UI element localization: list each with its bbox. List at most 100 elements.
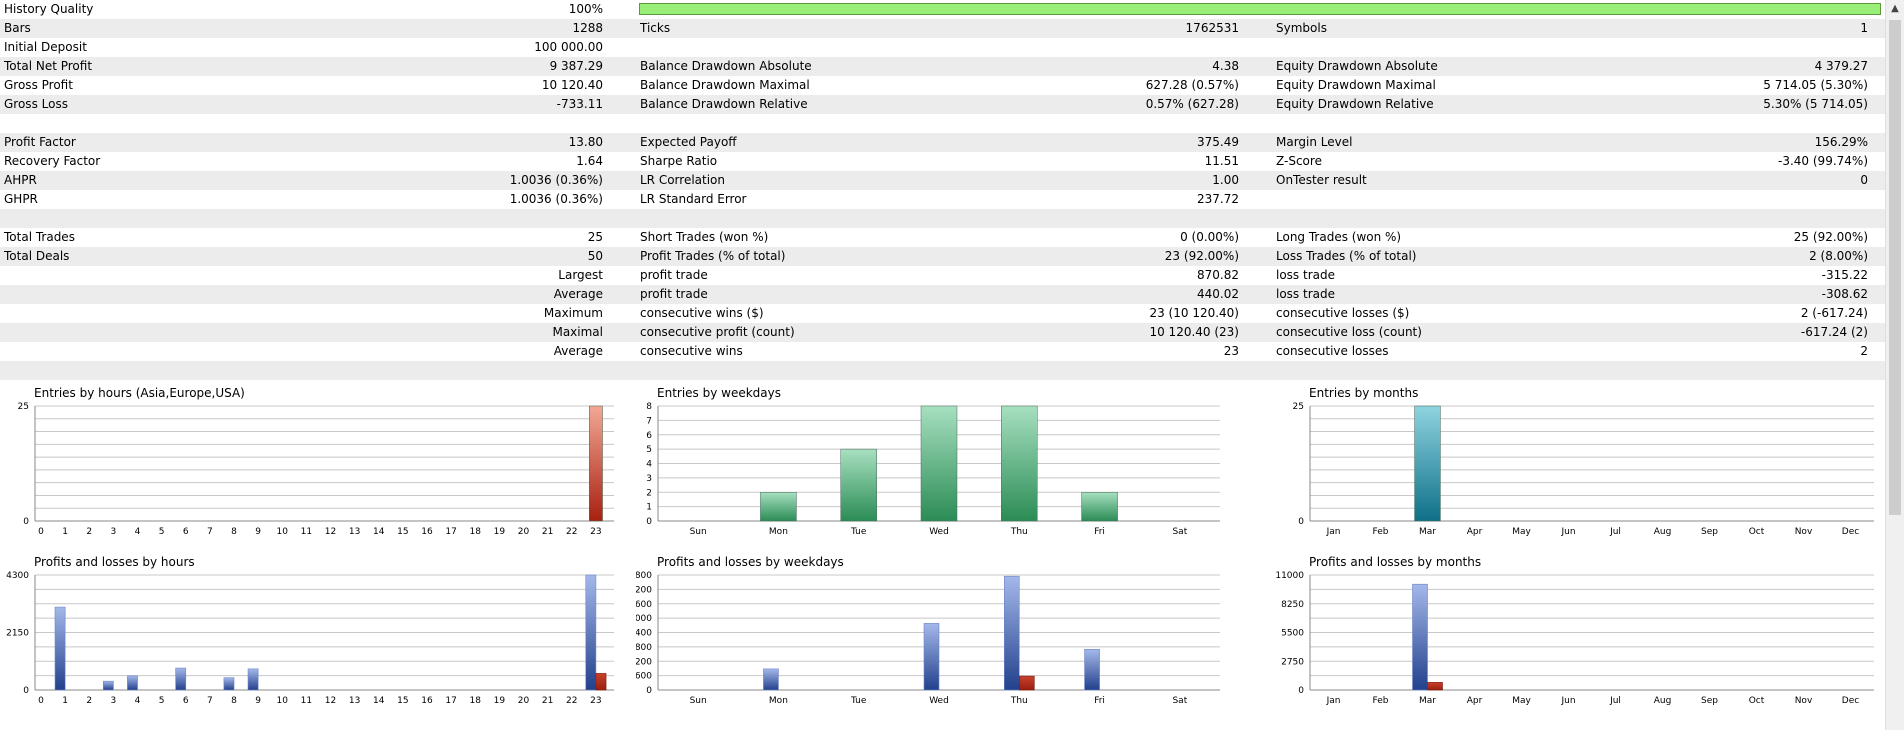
- stat-value-col3: 0: [1860, 173, 1868, 187]
- stats-row: Average consecutive wins 23 consecutive los…: [0, 342, 1885, 361]
- stats-row: Maximal consecutive profit (count) 10 120.…: [0, 323, 1885, 342]
- stat-label-col1: Profit Factor: [4, 135, 76, 149]
- chart-profits-losses-by-months: 11000 8250 5500 2750 0 Jan Feb Mar Apr May Jun Jul A…: [1272, 555, 1882, 730]
- stat-value-col2: 0 (0.00%): [1180, 230, 1239, 244]
- x-tick-label: 19: [494, 527, 506, 537]
- scroll-up-arrow-icon[interactable]: ▲: [1891, 3, 1899, 14]
- stat-value-col3: 4 379.27: [1814, 59, 1868, 73]
- stat-value-col1: Average: [553, 344, 603, 358]
- x-tick-label: Mar: [1419, 527, 1436, 537]
- profit-bar: [175, 667, 187, 691]
- stat-label-col2: profit trade: [640, 268, 708, 282]
- x-tick-label: 14: [373, 527, 385, 537]
- stat-label-col3: consecutive loss (count): [1276, 325, 1422, 339]
- x-tick-label: 17: [445, 527, 456, 537]
- x-tick-label: Wed: [929, 696, 949, 706]
- entry-bar: [1001, 405, 1038, 522]
- x-tick-label: 18: [470, 696, 482, 706]
- x-tick-label: Mon: [769, 696, 788, 706]
- stats-row: Profit Factor 13.80 Expected Payoff 375.49 M…: [0, 133, 1885, 152]
- stat-value-col1: 9 387.29: [549, 59, 603, 73]
- entry-bar: [840, 448, 877, 522]
- stats-row: [0, 114, 1885, 133]
- stat-value-col3: -617.24 (2): [1800, 325, 1868, 339]
- stat-label-col3: Margin Level: [1276, 135, 1353, 149]
- x-tick-label: 0: [38, 696, 44, 706]
- x-tick-label: 15: [397, 696, 408, 706]
- profit-bar: [247, 668, 259, 691]
- x-tick-label: Jun: [1560, 696, 1575, 706]
- stat-label-col3: Equity Drawdown Relative: [1276, 97, 1434, 111]
- x-tick-label: 1: [62, 527, 68, 537]
- stat-label-col2: Sharpe Ratio: [640, 154, 718, 168]
- stats-row: Average profit trade 440.02 loss trade -308.…: [0, 285, 1885, 304]
- x-tick-label: Feb: [1373, 527, 1389, 537]
- stat-label-col1: Gross Loss: [4, 97, 68, 111]
- profit-bar: [127, 675, 138, 691]
- stat-value-col2: 23 (92.00%): [1164, 249, 1239, 263]
- y-tick-label: 0: [646, 517, 652, 527]
- stat-label-col3: OnTester result: [1276, 173, 1367, 187]
- x-tick-label: 9: [255, 527, 261, 537]
- stat-value-col1: 25: [587, 230, 603, 244]
- x-tick-label: 8: [231, 527, 237, 537]
- stat-value-col1: 50: [587, 249, 603, 263]
- chart-entries-by-hours: 25 0 0 1 2 3 4 5 6 7 8 9 10 11 12 13 14 15 16 17 18 19 20 21 22 2…: [0, 384, 622, 554]
- x-tick-label: Apr: [1467, 527, 1483, 537]
- x-tick-label: Nov: [1795, 527, 1813, 537]
- x-tick-label: Mar: [1419, 696, 1436, 706]
- x-tick-label: 16: [421, 696, 433, 706]
- y-tick-label: 3600: [636, 600, 652, 610]
- y-tick-label: 1200: [636, 657, 652, 667]
- x-tick-label: 10: [277, 696, 289, 706]
- profit-bar: [223, 677, 235, 691]
- stat-value-col3: -315.22: [1821, 268, 1868, 282]
- stat-label-col1: Total Deals: [4, 249, 70, 263]
- profit-bar: [1003, 575, 1020, 691]
- y-tick-label: 4300: [6, 571, 29, 581]
- chart-entries-by-weekdays: 8 7 6 5 4 3 2 1 0 Sun Mon Tue Wed Thu Fri Sat Entries by…: [636, 384, 1228, 554]
- stat-value-col3: 5.30% (5 714.05): [1763, 97, 1868, 111]
- y-tick-label: 0: [1298, 517, 1304, 527]
- loss-bar: [1018, 675, 1035, 691]
- stat-value-col2: 375.49: [1197, 135, 1239, 149]
- chart-svg: 4800 4200 3600 3000 2400 1800 1200 600 0 Sun Mon Tu…: [636, 571, 1220, 706]
- x-tick-label: 11: [301, 696, 312, 706]
- stat-label-col3: consecutive losses: [1276, 344, 1389, 358]
- x-tick-label: Aug: [1654, 527, 1672, 537]
- x-tick-label: Sat: [1172, 527, 1187, 537]
- stat-value-col2: 870.82: [1197, 268, 1239, 282]
- x-tick-label: 6: [183, 527, 189, 537]
- y-tick-label: 2: [646, 488, 652, 498]
- stats-row: AHPR 1.0036 (0.36%) LR Correlation 1.00 OnTe…: [0, 171, 1885, 190]
- stat-label-col3: Equity Drawdown Absolute: [1276, 59, 1438, 73]
- chart-title: Entries by hours (Asia,Europe,USA): [34, 386, 245, 400]
- x-tick-label: 3: [111, 527, 117, 537]
- chart-svg: 25 0 Jan Feb Mar Apr May Jun Jul Aug Sep Oct Nov Dec: [1293, 402, 1874, 537]
- x-tick-label: Jul: [1609, 696, 1621, 706]
- profit-bar: [1084, 648, 1100, 691]
- chart-title: Profits and losses by months: [1309, 555, 1482, 569]
- stats-row: [0, 209, 1885, 228]
- stat-label-col2: LR Correlation: [640, 173, 726, 187]
- x-tick-label: 2: [86, 696, 92, 706]
- stat-value-col1: 13.80: [568, 135, 603, 149]
- stat-label-col3: consecutive losses ($): [1276, 306, 1410, 320]
- stat-label-col2: Balance Drawdown Maximal: [640, 78, 810, 92]
- stat-label-col2: consecutive profit (count): [640, 325, 795, 339]
- stat-label-col3: Equity Drawdown Maximal: [1276, 78, 1436, 92]
- chart-title: Profits and losses by weekdays: [657, 555, 844, 569]
- entry-bar: [589, 405, 603, 522]
- vertical-scrollbar[interactable]: ▲: [1885, 0, 1904, 730]
- x-tick-label: Feb: [1373, 696, 1389, 706]
- stats-row: Recovery Factor 1.64 Sharpe Ratio 11.51 Z-Sc…: [0, 152, 1885, 171]
- scroll-thumb[interactable]: [1889, 20, 1901, 515]
- stat-value-col2: 10 120.40 (23): [1149, 325, 1239, 339]
- chart-title: Entries by months: [1309, 386, 1419, 400]
- stat-value-col3: 156.29%: [1814, 135, 1868, 149]
- x-tick-label: May: [1512, 527, 1531, 537]
- stat-label-col1: Total Trades: [4, 230, 75, 244]
- x-tick-label: 18: [470, 527, 482, 537]
- y-tick-label: 0: [23, 517, 29, 527]
